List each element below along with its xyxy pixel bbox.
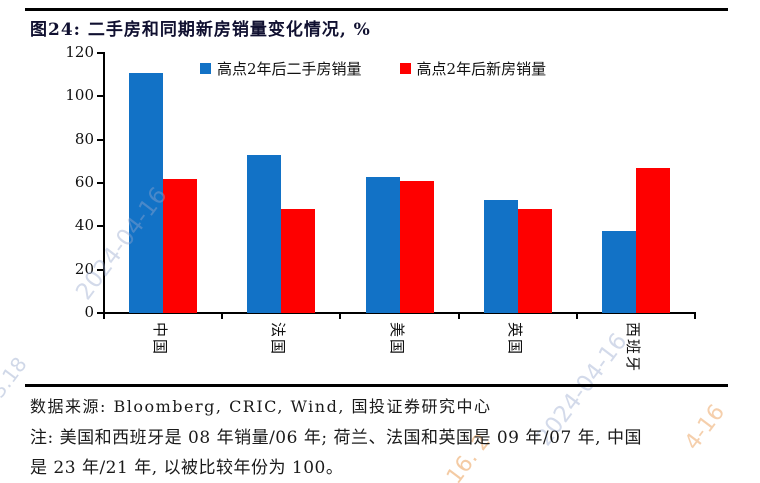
x-tick-mark (221, 313, 224, 319)
data-source-note: 数据来源: Bloomberg, CRIC, Wind, 国投证券研究中心 (30, 397, 492, 416)
x-tick-mark (339, 313, 342, 319)
bar-newhome (163, 178, 198, 313)
bar-newhome (635, 167, 670, 313)
chart-title: 图24: 二手房和同期新房销量变化情况, % (30, 20, 371, 40)
x-tick-mark (457, 313, 460, 319)
x-tick-mark (103, 313, 105, 319)
top-divider (25, 8, 728, 11)
x-axis-line (103, 312, 696, 314)
legend-label: 高点2年后二手房销量 (217, 60, 362, 78)
bar-secondhand (483, 200, 518, 313)
x-category-label: 美国 (387, 322, 406, 357)
y-tick-mark (97, 225, 103, 228)
chart-legend: 高点2年后二手房销量 高点2年后新房销量 (200, 58, 546, 79)
legend-swatch-blue (200, 63, 211, 74)
y-tick-label: 20 (74, 259, 94, 278)
date-watermark: 4-16 (680, 400, 731, 455)
bar-secondhand (247, 154, 282, 313)
bar-newhome (517, 209, 552, 313)
footnote-line-2: 是 23 年/21 年, 以被比较年份为 100。 (30, 458, 344, 478)
y-tick-label: 100 (65, 86, 94, 105)
y-tick-label: 120 (65, 43, 94, 61)
date-watermark: 16.93.18 (0, 352, 32, 438)
x-category-label: 西班牙 (623, 322, 642, 374)
y-tick-label: 80 (74, 129, 94, 148)
bar-secondhand (129, 72, 164, 313)
x-tick-mark (694, 313, 696, 319)
y-tick-mark (97, 95, 103, 98)
y-tick-mark (97, 52, 103, 54)
y-tick-mark (97, 312, 103, 314)
footnote-line-1: 注: 美国和西班牙是 08 年销量/06 年; 荷兰、法国和英国是 09 年/0… (30, 428, 642, 448)
legend-entry: 高点2年后新房销量 (399, 58, 547, 79)
x-tick-mark (575, 313, 578, 319)
x-category-label: 中国 (151, 322, 170, 357)
bar-newhome (281, 209, 316, 313)
legend-label: 高点2年后新房销量 (416, 60, 547, 78)
x-category-label: 法国 (269, 322, 288, 357)
bar-newhome (399, 180, 434, 313)
legend-entry: 高点2年后二手房销量 (200, 58, 362, 79)
footer-divider (25, 384, 728, 387)
bar-secondhand (365, 176, 400, 313)
y-tick-label: 0 (84, 303, 94, 321)
x-category-label: 英国 (505, 322, 524, 357)
y-tick-mark (97, 268, 103, 271)
y-axis-line (103, 52, 105, 314)
bar-secondhand (601, 230, 636, 313)
legend-swatch-red (399, 63, 411, 74)
y-tick-label: 40 (74, 216, 94, 235)
y-tick-mark (97, 138, 103, 141)
y-tick-mark (97, 182, 103, 184)
y-tick-label: 60 (74, 173, 94, 191)
